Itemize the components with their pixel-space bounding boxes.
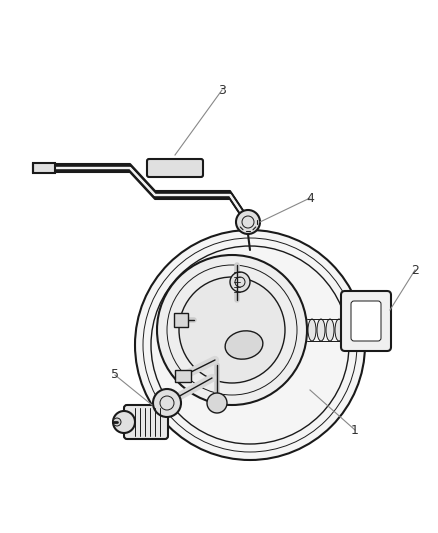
Ellipse shape <box>335 319 343 341</box>
Ellipse shape <box>353 319 361 341</box>
Ellipse shape <box>225 331 263 359</box>
Text: 4: 4 <box>306 191 314 205</box>
Circle shape <box>113 418 121 426</box>
Circle shape <box>135 230 365 460</box>
Text: 3: 3 <box>218 84 226 96</box>
Bar <box>174 313 188 327</box>
Circle shape <box>153 389 181 417</box>
Ellipse shape <box>344 319 352 341</box>
Circle shape <box>236 210 260 234</box>
FancyBboxPatch shape <box>351 301 381 341</box>
FancyBboxPatch shape <box>341 291 391 351</box>
Polygon shape <box>372 338 385 348</box>
Ellipse shape <box>326 319 334 341</box>
Circle shape <box>113 411 135 433</box>
Text: 5: 5 <box>111 368 119 382</box>
Ellipse shape <box>317 319 325 341</box>
Circle shape <box>230 272 250 292</box>
Circle shape <box>207 393 227 413</box>
FancyBboxPatch shape <box>147 159 203 177</box>
FancyBboxPatch shape <box>124 405 168 439</box>
Ellipse shape <box>308 319 316 341</box>
Circle shape <box>179 277 285 383</box>
Polygon shape <box>55 164 248 226</box>
Bar <box>33 163 55 173</box>
Bar <box>175 370 191 382</box>
Ellipse shape <box>362 319 370 341</box>
Text: 1: 1 <box>351 424 359 437</box>
Circle shape <box>157 255 307 405</box>
Text: 2: 2 <box>411 263 419 277</box>
